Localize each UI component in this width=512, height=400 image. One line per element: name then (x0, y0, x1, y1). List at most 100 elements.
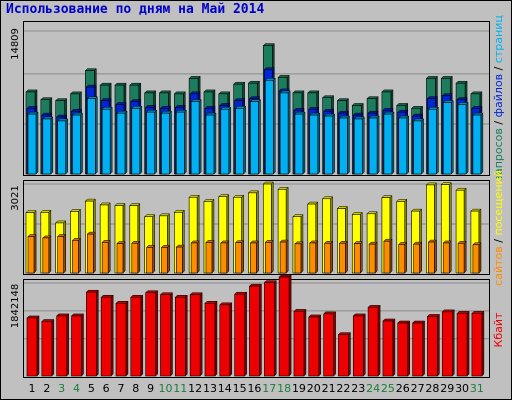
pages-bar-day-8 (131, 105, 143, 175)
sites-bar-day-27 (412, 241, 423, 274)
x-tick-label-day-3: 3 (58, 382, 65, 395)
legend-pages: страниц (492, 15, 505, 63)
kbytes-bar-day-17 (263, 280, 277, 377)
sites-bar-day-16 (249, 240, 260, 274)
sites-bar-day-30 (457, 240, 467, 274)
x-tick-label-day-25: 25 (381, 382, 395, 395)
pages-bar-day-21 (323, 113, 336, 175)
kbytes-bar-day-23 (352, 313, 366, 377)
pages-bar-day-5 (86, 96, 98, 175)
sites-bar-day-11 (175, 244, 185, 274)
kbytes-bar-day-5 (85, 289, 99, 377)
kbytes-bar-day-7 (115, 300, 129, 377)
sites-bar-day-24 (368, 241, 378, 274)
pages-bar-day-28 (427, 106, 440, 175)
legend-visits: посещений (492, 170, 505, 235)
kbytes-bar-day-1 (26, 315, 40, 377)
kbytes-bar-day-2 (41, 318, 55, 377)
legend-sep-3: / (492, 236, 505, 247)
x-tick-label-day-30: 30 (455, 382, 469, 395)
x-tick-label-day-27: 27 (411, 382, 425, 395)
pages-bar-day-2 (42, 116, 54, 175)
pages-bar-day-22 (338, 115, 351, 175)
x-tick-label-day-14: 14 (218, 382, 232, 395)
kbytes-bar-day-12 (189, 292, 203, 377)
x-tick-label-day-15: 15 (233, 382, 247, 395)
middle-panel-bars (25, 181, 482, 274)
x-tick-label-day-16: 16 (247, 382, 261, 395)
kbytes-bar-day-10 (159, 292, 174, 377)
bottom-legend: Кбайт (492, 312, 505, 347)
x-tick-label-day-24: 24 (366, 382, 380, 395)
pages-bar-day-30 (457, 101, 469, 175)
pages-bar-day-1 (27, 111, 39, 175)
pages-bar-day-15 (235, 105, 247, 175)
kbytes-bar-day-25 (382, 318, 396, 377)
sites-bar-day-1 (27, 233, 37, 274)
x-tick-label-day-5: 5 (88, 382, 95, 395)
kbytes-bar-day-21 (322, 311, 337, 377)
x-tick-label-day-4: 4 (73, 382, 80, 395)
pages-bar-day-25 (383, 111, 395, 175)
kbytes-bar-day-11 (174, 294, 188, 377)
bottom-panel-bars (26, 274, 485, 377)
pages-bar-day-13 (205, 112, 217, 175)
sites-bar-day-6 (101, 239, 111, 274)
sites-bar-day-21 (323, 240, 334, 274)
kbytes-bar-day-26 (397, 320, 411, 377)
sites-bar-day-28 (427, 239, 438, 274)
x-tick-label-day-26: 26 (396, 382, 410, 395)
x-tick-label-day-9: 9 (147, 382, 154, 395)
x-tick-label-day-17: 17 (262, 382, 276, 395)
top-ymax-label: 14809 (10, 28, 21, 60)
sites-bar-day-22 (338, 240, 349, 274)
x-tick-label-day-22: 22 (336, 382, 350, 395)
legend-sites: сайтов (492, 246, 505, 286)
x-tick-label-day-11: 11 (173, 382, 187, 395)
kbytes-bar-day-4 (70, 313, 85, 377)
sites-bar-day-31 (472, 242, 482, 274)
sites-bar-day-9 (146, 244, 156, 274)
pages-bar-day-18 (279, 90, 291, 175)
sites-bar-day-23 (353, 240, 363, 274)
kbytes-bar-day-19 (293, 308, 307, 377)
x-tick-label-day-19: 19 (292, 382, 306, 395)
chart-title: Использование по дням на Май 2014 (6, 2, 265, 17)
sites-bar-day-5 (86, 231, 96, 274)
pages-bar-day-20 (309, 112, 321, 175)
pages-bar-day-9 (146, 109, 158, 175)
sites-bar-day-4 (71, 237, 82, 274)
pages-bar-day-26 (398, 115, 410, 175)
pages-bar-day-17 (264, 77, 276, 175)
x-tick-label-day-2: 2 (43, 382, 50, 395)
legend-kbytes: Кбайт (492, 312, 505, 347)
kbytes-bar-day-28 (426, 313, 441, 377)
pages-bar-day-29 (442, 99, 454, 175)
pages-bar-day-7 (116, 110, 128, 175)
kbytes-bar-day-20 (308, 314, 322, 377)
sites-bar-day-14 (220, 240, 230, 274)
top-panel-bars (25, 42, 484, 175)
kbytes-bar-day-27 (411, 320, 426, 377)
kbytes-bar-day-8 (130, 294, 144, 377)
kbytes-bar-day-9 (145, 290, 159, 377)
pages-bar-day-3 (57, 118, 69, 175)
sites-bar-day-12 (190, 240, 200, 274)
kbytes-bar-day-6 (100, 294, 114, 377)
pages-bar-day-16 (249, 98, 262, 175)
legend-sep-1: / (492, 117, 505, 128)
kbytes-bar-day-31 (471, 310, 485, 377)
pages-bar-day-6 (101, 106, 113, 175)
bottom-ymax-label: 1842148 (10, 284, 21, 329)
legend-requests: запросов (492, 128, 505, 181)
x-tick-label-day-1: 1 (29, 382, 36, 395)
x-tick-label-day-10: 10 (158, 382, 172, 395)
kbytes-bar-day-15 (234, 291, 248, 377)
legend-sep-2: / (492, 63, 505, 74)
pages-bar-day-27 (412, 118, 425, 175)
pages-bar-day-14 (220, 106, 232, 175)
pages-bar-day-4 (71, 112, 84, 175)
pages-bar-day-11 (175, 109, 187, 175)
pages-bar-day-12 (190, 98, 202, 175)
